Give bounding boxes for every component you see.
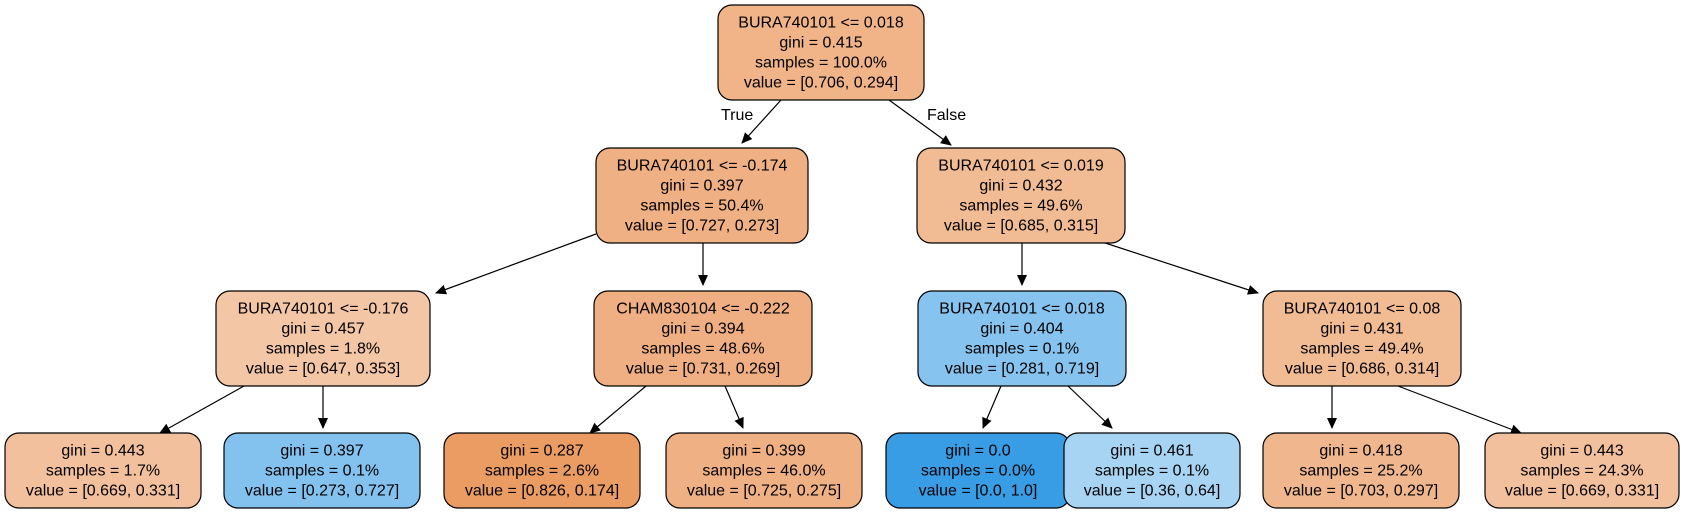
- tree-node-n8: gini = 0.397 samples = 0.1% value = [0.273…: [223, 432, 421, 509]
- edge-n1-n3: [435, 233, 597, 295]
- node-text-line: gini = 0.397: [660, 178, 743, 195]
- tree-node-n5: BURA740101 <= 0.018 gini = 0.404 samples =…: [917, 290, 1127, 387]
- edge-n4-n9: [589, 385, 647, 434]
- node-text-line: gini = 0.397: [280, 443, 363, 460]
- node-text-line: value = [0.731, 0.269]: [626, 361, 780, 378]
- node-text-line: samples = 1.8%: [266, 341, 380, 358]
- node-box: [717, 4, 925, 101]
- node-text-line: gini = 0.418: [1319, 443, 1402, 460]
- node-box: [593, 290, 813, 387]
- node-text-line: samples = 0.0%: [921, 463, 1035, 480]
- node-text-line: value = [0.669, 0.331]: [26, 483, 180, 500]
- edges-layer: True False: [159, 99, 1522, 435]
- tree-node-n14: gini = 0.443 samples = 24.3% value = [0.66…: [1484, 432, 1680, 509]
- node-text-line: gini = 0.443: [61, 443, 144, 460]
- nodes-layer: BURA740101 <= 0.018 gini = 0.415 samples =…: [4, 4, 1680, 509]
- tree-node-n13: gini = 0.418 samples = 25.2% value = [0.70…: [1262, 432, 1460, 509]
- node-text-line: BURA740101 <= 0.08: [1284, 301, 1441, 318]
- edge-n6-n14: [1397, 385, 1522, 435]
- tree-node-n0: BURA740101 <= 0.018 gini = 0.415 samples =…: [717, 4, 925, 101]
- edge-n3-n7: [159, 385, 245, 434]
- node-text-line: value = [0.686, 0.314]: [1285, 361, 1439, 378]
- node-text-line: value = [0.669, 0.331]: [1505, 483, 1659, 500]
- node-text-line: samples = 48.6%: [641, 341, 764, 358]
- edge-n4-n10: [724, 385, 744, 429]
- node-text-line: value = [0.703, 0.297]: [1284, 483, 1438, 500]
- tree-node-n2: BURA740101 <= 0.019 gini = 0.432 samples =…: [916, 147, 1126, 244]
- node-text-line: samples = 49.4%: [1300, 341, 1423, 358]
- edge-label-true: True: [721, 107, 753, 124]
- node-text-line: value = [0.727, 0.273]: [625, 218, 779, 235]
- tree-node-n3: BURA740101 <= -0.176 gini = 0.457 samples …: [215, 290, 431, 387]
- tree-node-n11: gini = 0.0 samples = 0.0% value = [0.0, 1.…: [885, 432, 1071, 509]
- node-text-line: value = [0.281, 0.719]: [945, 361, 1099, 378]
- node-box: [665, 432, 863, 509]
- node-box: [917, 290, 1127, 387]
- edge-n5-n11: [982, 385, 1002, 429]
- node-text-line: value = [0.685, 0.315]: [944, 218, 1098, 235]
- node-text-line: gini = 0.394: [661, 321, 744, 338]
- tree-node-n7: gini = 0.443 samples = 1.7% value = [0.669…: [4, 432, 202, 509]
- node-box: [4, 432, 202, 509]
- node-text-line: samples = 2.6%: [485, 463, 599, 480]
- tree-node-n10: gini = 0.399 samples = 46.0% value = [0.72…: [665, 432, 863, 509]
- tree-node-n1: BURA740101 <= -0.174 gini = 0.397 samples …: [595, 147, 809, 244]
- node-text-line: gini = 0.287: [500, 443, 583, 460]
- node-box: [1063, 432, 1241, 509]
- node-text-line: BURA740101 <= 0.018: [939, 301, 1105, 318]
- node-text-line: CHAM830104 <= -0.222: [616, 301, 790, 318]
- node-box: [215, 290, 431, 387]
- node-box: [1484, 432, 1680, 509]
- node-text-line: value = [0.0, 1.0]: [919, 483, 1038, 500]
- node-text-line: gini = 0.457: [281, 321, 364, 338]
- node-text-line: value = [0.36, 0.64]: [1084, 483, 1221, 500]
- node-text-line: value = [0.725, 0.275]: [687, 483, 841, 500]
- node-text-line: gini = 0.404: [980, 321, 1063, 338]
- node-text-line: value = [0.273, 0.727]: [245, 483, 399, 500]
- node-text-line: gini = 0.461: [1110, 443, 1193, 460]
- node-box: [916, 147, 1126, 244]
- node-text-line: value = [0.706, 0.294]: [744, 75, 898, 92]
- tree-node-n6: BURA740101 <= 0.08 gini = 0.431 samples = …: [1262, 290, 1462, 387]
- node-text-line: samples = 25.2%: [1299, 463, 1422, 480]
- node-text-line: gini = 0.399: [722, 443, 805, 460]
- tree-node-n12: gini = 0.461 samples = 0.1% value = [0.36,…: [1063, 432, 1241, 509]
- node-text-line: gini = 0.443: [1540, 443, 1623, 460]
- node-text-line: samples = 0.1%: [965, 341, 1079, 358]
- node-text-line: samples = 0.1%: [265, 463, 379, 480]
- node-text-line: value = [0.647, 0.353]: [246, 361, 400, 378]
- node-text-line: samples = 49.6%: [959, 198, 1082, 215]
- node-text-line: samples = 46.0%: [702, 463, 825, 480]
- edge-n5-n12: [1067, 385, 1113, 429]
- edge-n0-n2: [888, 99, 952, 146]
- node-text-line: gini = 0.415: [779, 35, 862, 52]
- node-text-line: samples = 0.1%: [1095, 463, 1209, 480]
- node-box: [223, 432, 421, 509]
- node-text-line: gini = 0.0: [945, 443, 1010, 460]
- tree-node-n4: CHAM830104 <= -0.222 gini = 0.394 samples …: [593, 290, 813, 387]
- node-box: [1262, 290, 1462, 387]
- node-text-line: value = [0.826, 0.174]: [465, 483, 619, 500]
- node-text-line: samples = 1.7%: [46, 463, 160, 480]
- edge-n2-n6: [1095, 239, 1259, 295]
- edge-n0-n1: [741, 99, 782, 144]
- node-text-line: samples = 100.0%: [755, 55, 887, 72]
- node-text-line: BURA740101 <= 0.019: [938, 158, 1104, 175]
- node-box: [595, 147, 809, 244]
- node-box: [443, 432, 641, 509]
- node-box: [1262, 432, 1460, 509]
- node-text-line: BURA740101 <= -0.174: [617, 158, 788, 175]
- node-text-line: samples = 50.4%: [640, 198, 763, 215]
- node-text-line: samples = 24.3%: [1520, 463, 1643, 480]
- node-text-line: gini = 0.431: [1320, 321, 1403, 338]
- node-text-line: BURA740101 <= 0.018: [738, 15, 904, 32]
- tree-node-n9: gini = 0.287 samples = 2.6% value = [0.826…: [443, 432, 641, 509]
- edge-label-false: False: [927, 107, 966, 124]
- node-text-line: BURA740101 <= -0.176: [238, 301, 409, 318]
- node-text-line: gini = 0.432: [979, 178, 1062, 195]
